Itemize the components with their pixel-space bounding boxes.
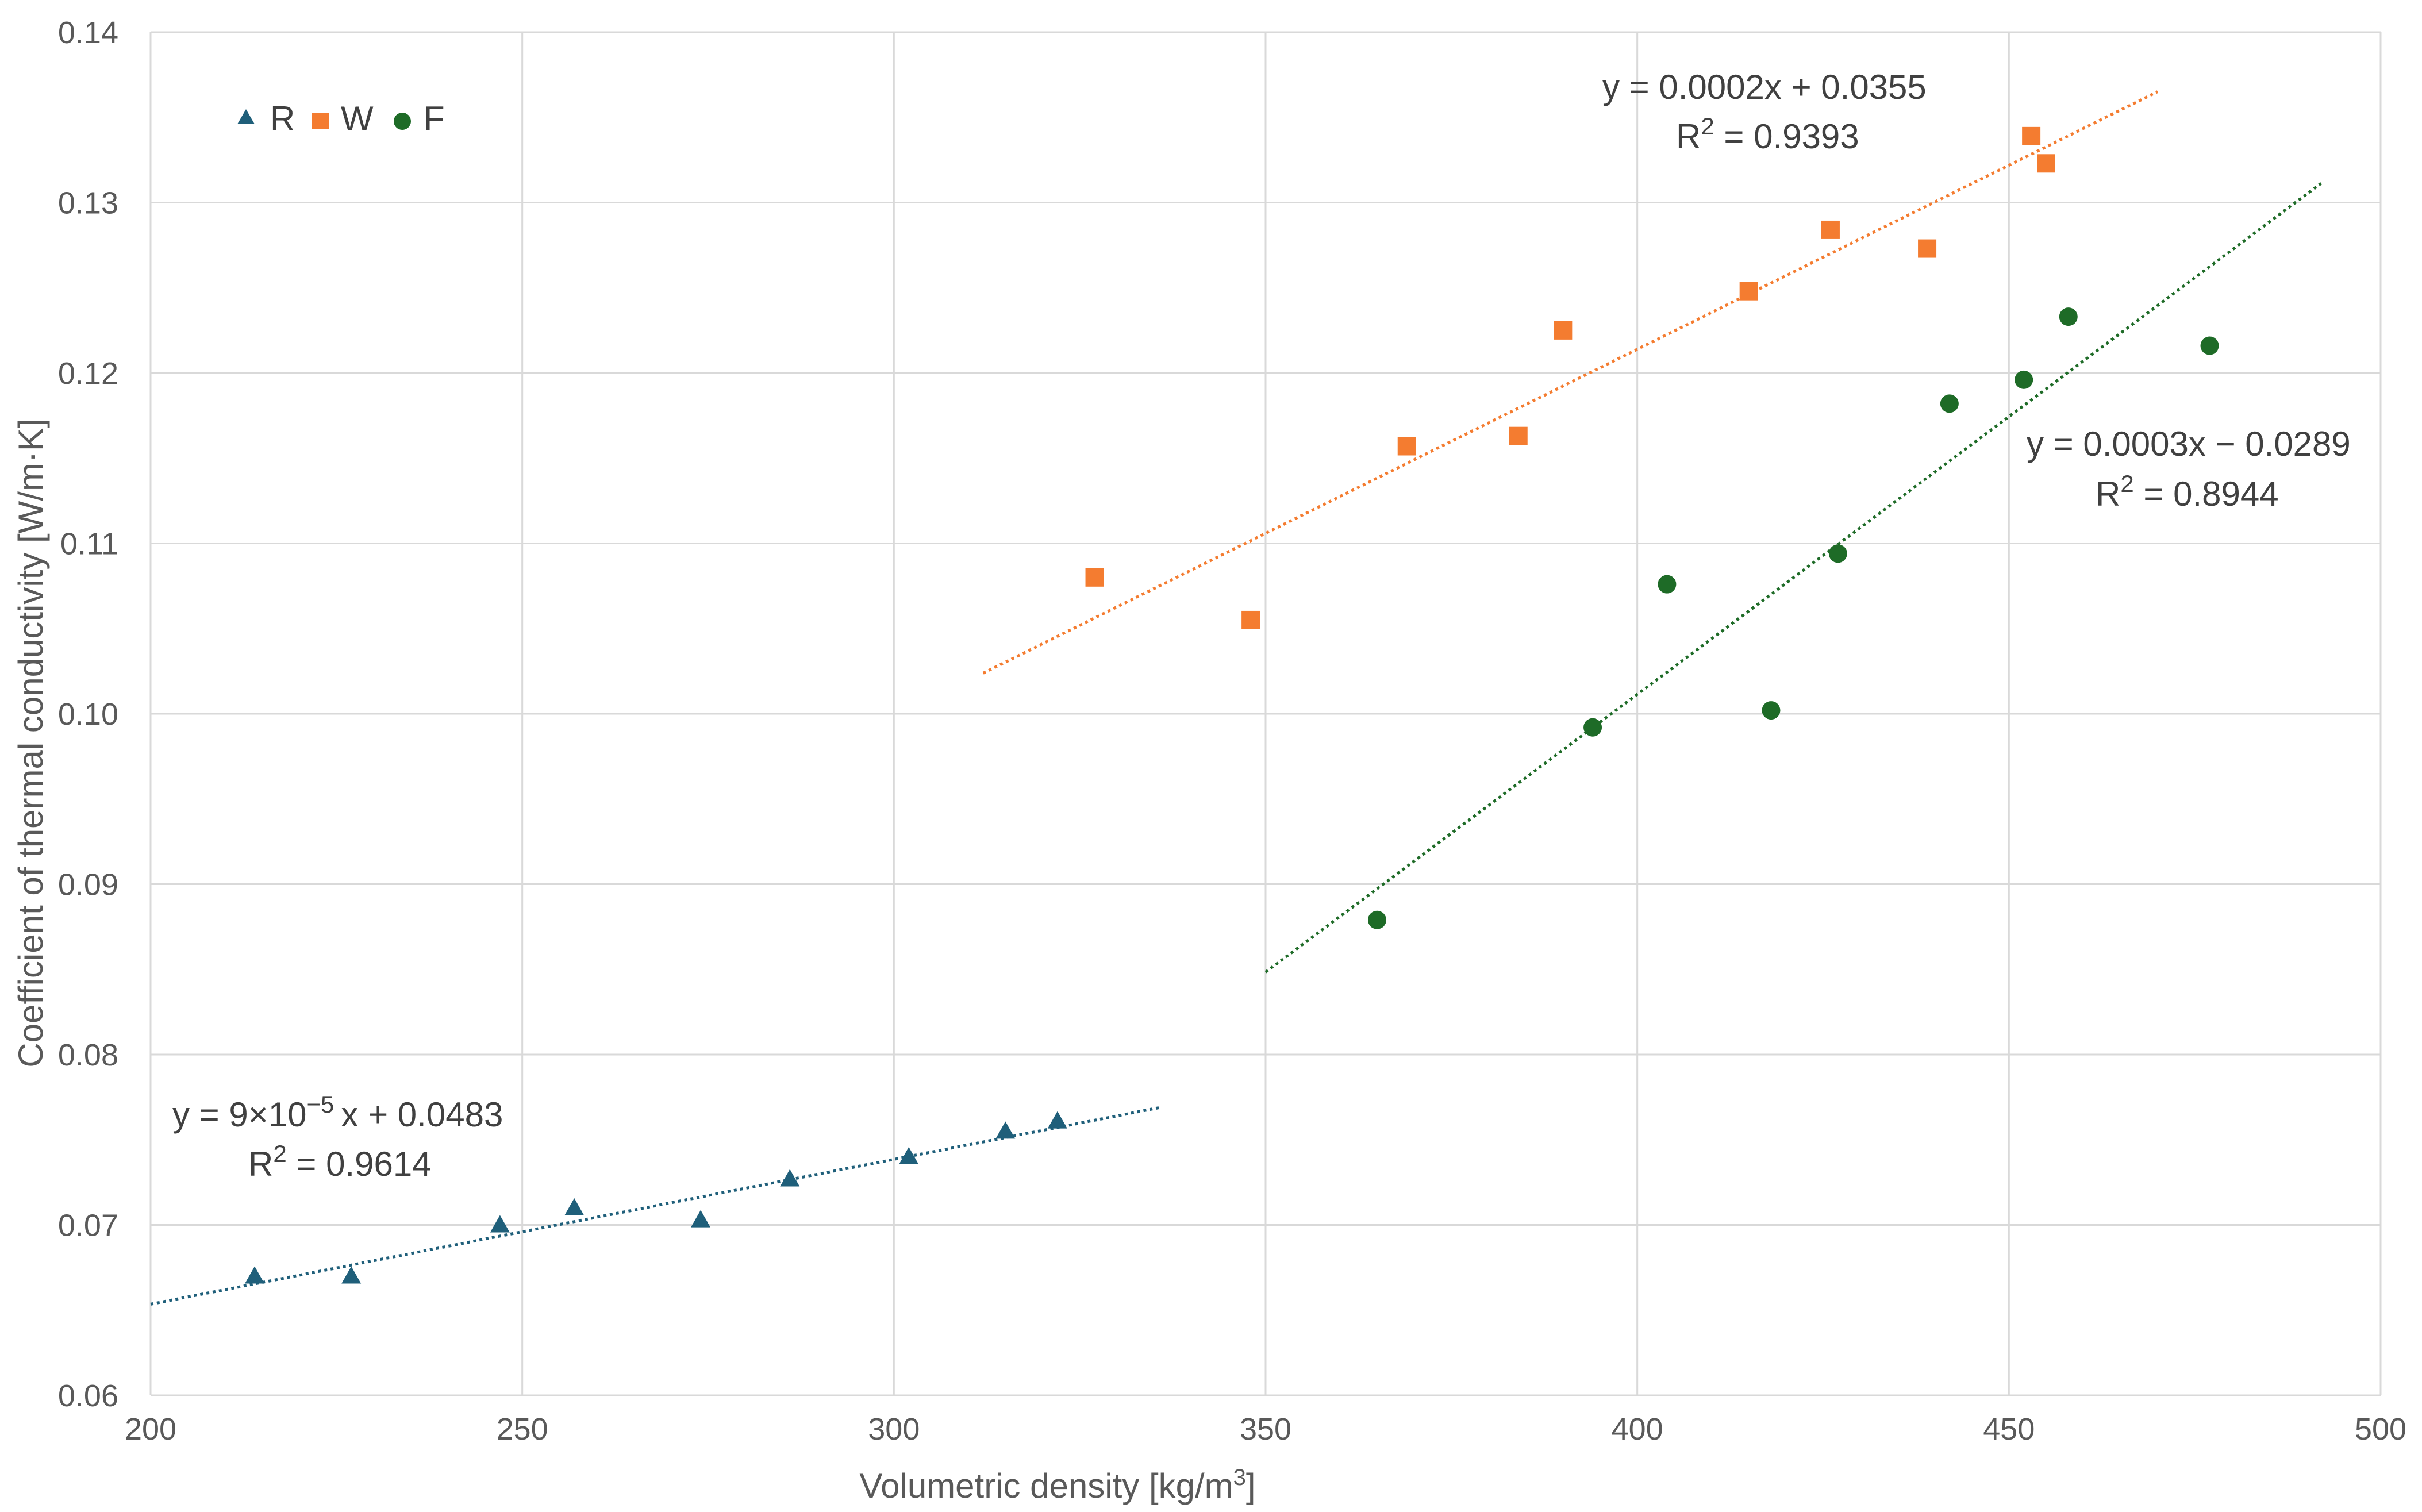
y-axis-title: Coefficient of thermal conductivity [W/m… (11, 418, 50, 1067)
r2-w: R2 = 0.9393 (1676, 113, 1859, 156)
data-point-r (490, 1215, 510, 1233)
x-tick-label: 350 (1240, 1412, 1291, 1446)
y-tick-label: 0.13 (58, 186, 118, 221)
data-point-w (1739, 282, 1758, 301)
trendline-r (150, 1106, 1162, 1306)
horizontal-gridlines (151, 31, 2381, 1396)
data-point-r (564, 1198, 585, 1215)
data-point-w (1918, 239, 1937, 258)
legend-marker-w (312, 113, 329, 129)
legend-marker-r (237, 109, 255, 124)
data-point-f (1762, 701, 1781, 720)
data-point-w (2037, 154, 2055, 173)
x-tick-label: 250 (497, 1412, 548, 1446)
x-tick-label: 200 (125, 1412, 176, 1446)
x-tick-label: 300 (868, 1412, 920, 1446)
data-point-w (1509, 426, 1528, 445)
data-point-f (1828, 544, 1847, 563)
x-tick-label: 450 (1983, 1412, 2035, 1446)
y-tick-label: 0.06 (58, 1379, 118, 1413)
data-point-f (1583, 718, 1602, 737)
r2-r: R2 = 0.9614 (248, 1140, 432, 1183)
trendline-f (1264, 182, 2323, 974)
data-point-w (1554, 321, 1573, 340)
data-point-f (2200, 336, 2219, 355)
data-point-r (341, 1266, 362, 1284)
data-point-f (1940, 394, 1959, 413)
equation-w: y = 0.0002x + 0.0355 (1602, 68, 1927, 106)
data-point-r (1047, 1111, 1067, 1129)
x-tick-labels: 200 250 300 350 400 450 500 (125, 1412, 2406, 1446)
data-point-f (1658, 575, 1677, 594)
y-tick-label: 0.10 (58, 697, 118, 732)
x-tick-label: 400 (1612, 1412, 1663, 1446)
data-point-w (1821, 220, 1840, 239)
data-point-r (691, 1210, 711, 1228)
data-point-f (2059, 307, 2078, 326)
trendlines (150, 90, 2323, 1306)
y-tick-labels: 0.06 0.07 0.08 0.09 0.10 0.11 0.12 0.13 0.14 (58, 16, 118, 1413)
y-tick-label: 0.12 (58, 356, 118, 391)
data-point-r (995, 1121, 1016, 1139)
equation-f: y = 0.0003x − 0.0289 (2027, 425, 2351, 463)
data-point-w (2022, 126, 2041, 145)
data-point-w (1085, 568, 1104, 587)
y-tick-label: 0.14 (58, 16, 118, 50)
data-point-f (2015, 370, 2033, 389)
data-point-r (245, 1266, 265, 1284)
legend-label-w: W (341, 99, 374, 138)
legend-label-f: F (424, 99, 445, 138)
r2-f: R2 = 0.8944 (2096, 470, 2279, 513)
data-markers (245, 126, 2219, 1284)
y-tick-label: 0.11 (60, 527, 118, 561)
equation-label-w: y = 0.0002x + 0.0355 R2 = 0.9393 (1602, 68, 1927, 156)
data-point-f (1368, 910, 1386, 929)
y-tick-label: 0.07 (58, 1209, 118, 1243)
data-point-w (1241, 610, 1260, 629)
y-tick-label: 0.09 (58, 868, 118, 902)
equation-label-r: y = 9×10−5 x + 0.0483 R2 = 0.9614 (172, 1091, 503, 1183)
equation-r: y = 9×10−5 x + 0.0483 (172, 1091, 503, 1134)
x-tick-label: 500 (2355, 1412, 2406, 1446)
equation-label-f: y = 0.0003x − 0.0289 R2 = 0.8944 (2027, 425, 2351, 513)
y-tick-label: 0.08 (58, 1038, 118, 1072)
legend: R W F (237, 99, 445, 138)
data-point-w (1397, 437, 1416, 456)
data-point-r (899, 1146, 919, 1164)
legend-label-r: R (270, 99, 295, 138)
x-axis-title: Volumetric density [kg/m3] (859, 1465, 1255, 1505)
data-point-r (780, 1169, 800, 1187)
legend-marker-f (394, 113, 411, 130)
